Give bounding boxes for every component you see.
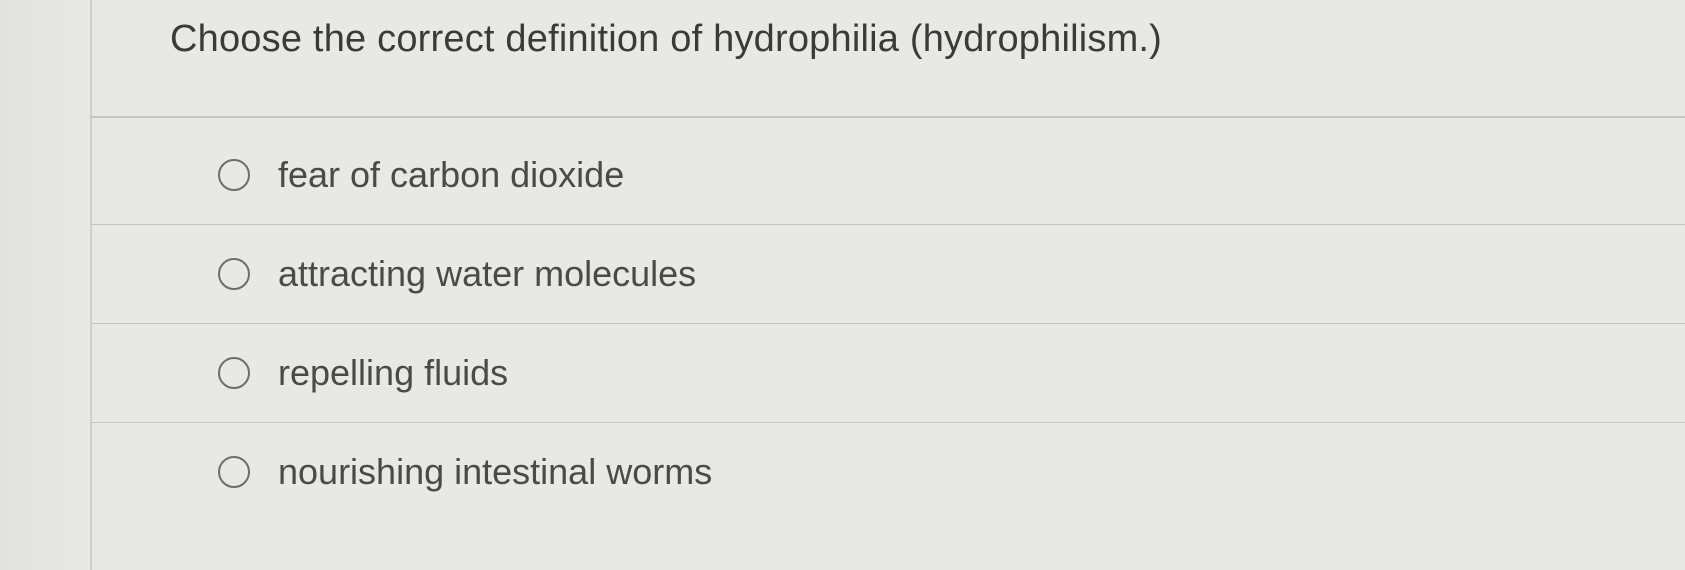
left-gutter — [0, 0, 92, 570]
radio-unchecked-icon[interactable] — [218, 357, 250, 389]
option-row[interactable]: fear of carbon dioxide — [90, 126, 1685, 225]
radio-unchecked-icon[interactable] — [218, 258, 250, 290]
radio-unchecked-icon[interactable] — [218, 456, 250, 488]
option-label: attracting water molecules — [278, 253, 696, 295]
option-label: fear of carbon dioxide — [278, 154, 624, 196]
option-row[interactable]: attracting water molecules — [90, 225, 1685, 324]
option-row[interactable]: repelling fluids — [90, 324, 1685, 423]
option-label: nourishing intestinal worms — [278, 451, 712, 493]
option-label: repelling fluids — [278, 352, 508, 394]
quiz-question-panel: Choose the correct definition of hydroph… — [0, 0, 1685, 570]
question-divider — [90, 116, 1685, 118]
option-row[interactable]: nourishing intestinal worms — [90, 423, 1685, 507]
radio-unchecked-icon[interactable] — [218, 159, 250, 191]
question-prompt: Choose the correct definition of hydroph… — [90, 0, 1685, 61]
question-content: Choose the correct definition of hydroph… — [90, 0, 1685, 570]
